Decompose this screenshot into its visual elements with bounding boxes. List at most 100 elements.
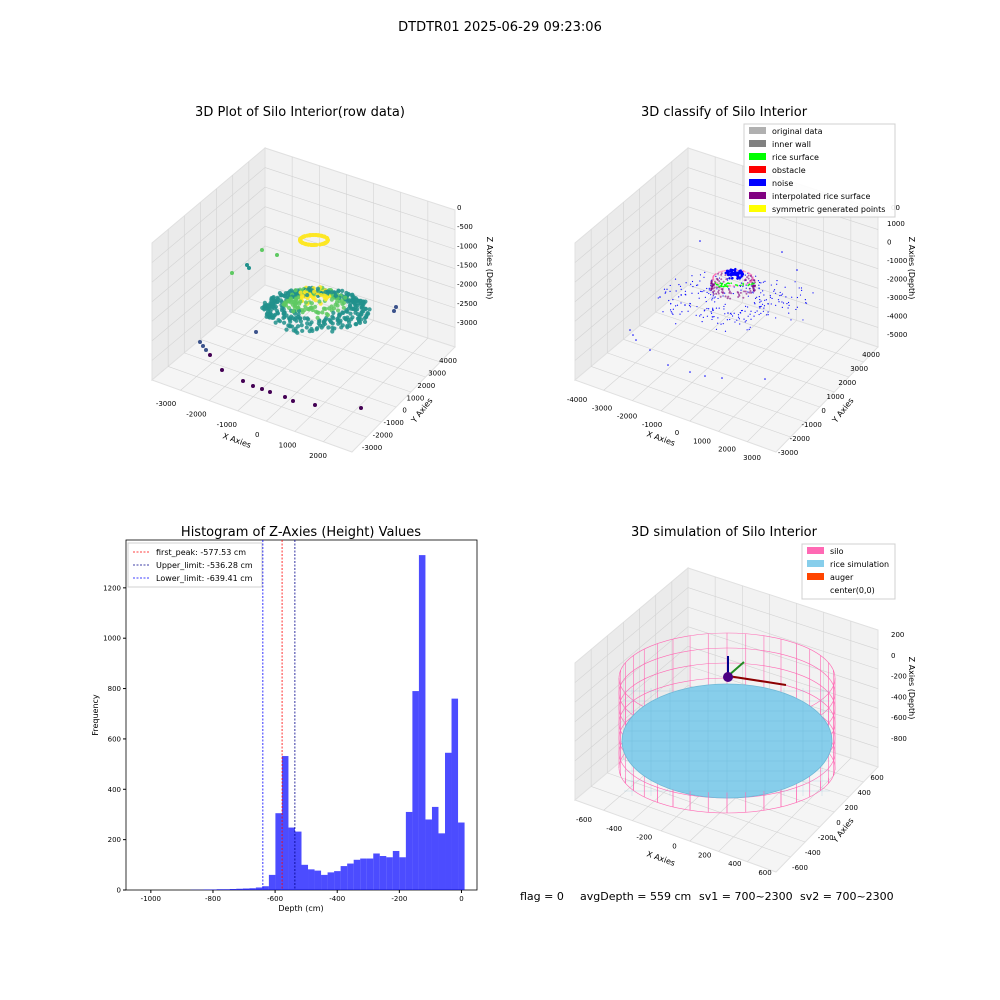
noise-point bbox=[752, 292, 754, 294]
legend-label: silo bbox=[830, 547, 844, 556]
noise-point bbox=[749, 313, 751, 315]
legend-label: original data bbox=[772, 127, 823, 136]
floor-pane bbox=[574, 284, 879, 453]
raw-y-tick-label: 4000 bbox=[439, 357, 457, 365]
interpolated-point bbox=[748, 287, 751, 290]
raw-data-point bbox=[362, 319, 368, 324]
noise-point bbox=[715, 307, 718, 309]
noise-point bbox=[776, 279, 778, 282]
sim-z-tick-label: -400 bbox=[891, 693, 907, 701]
raw-data-point bbox=[269, 301, 275, 306]
noise-point bbox=[763, 307, 765, 309]
interpolated-point bbox=[710, 282, 713, 285]
noise-point bbox=[704, 375, 706, 377]
classify-y-tick-label: 2000 bbox=[838, 379, 856, 387]
noise-point bbox=[665, 291, 667, 293]
noise-point bbox=[726, 319, 728, 321]
noise-point bbox=[708, 292, 710, 295]
rice-surface-point bbox=[719, 285, 721, 288]
interpolated-point bbox=[744, 279, 747, 282]
rice-surface-point bbox=[748, 283, 751, 286]
interpolated-point bbox=[728, 290, 731, 293]
noise-point bbox=[781, 293, 784, 295]
raw-data-point bbox=[288, 319, 293, 324]
classify-z-tick-label: -1000 bbox=[887, 257, 907, 265]
raw-data-point bbox=[300, 294, 305, 300]
classify-x-axis-label: X Axies bbox=[645, 429, 676, 448]
noise-point bbox=[688, 304, 691, 307]
noise-point bbox=[799, 294, 802, 296]
x-tick-label: -200 bbox=[391, 895, 407, 903]
auger-line bbox=[727, 675, 787, 686]
noise-point bbox=[779, 295, 781, 297]
raw-data-point bbox=[340, 288, 345, 293]
raw-data-point bbox=[317, 299, 322, 304]
noise-point bbox=[753, 315, 755, 317]
raw-data-point bbox=[230, 271, 234, 275]
histogram-bar bbox=[366, 858, 374, 890]
histogram-bar bbox=[203, 889, 211, 890]
raw-y-tick-label: 3000 bbox=[428, 369, 446, 377]
classify-x-tick-label: 0 bbox=[675, 429, 679, 437]
raw-data-point bbox=[277, 319, 283, 324]
y-tick-label: 200 bbox=[108, 836, 121, 844]
interpolated-point bbox=[720, 291, 723, 294]
noise-point bbox=[724, 271, 727, 275]
x-tick-label: -400 bbox=[329, 895, 345, 903]
noise-point bbox=[657, 297, 659, 299]
noise-point bbox=[689, 302, 691, 305]
legend-swatch bbox=[807, 547, 824, 554]
raw-z-tick-label: -2000 bbox=[457, 281, 477, 289]
noise-point bbox=[729, 312, 732, 315]
noise-point bbox=[723, 305, 725, 308]
interpolated-point bbox=[713, 286, 716, 289]
raw-data-point bbox=[322, 318, 327, 324]
panel-raw-title: 3D Plot of Silo Interior(row data) bbox=[195, 105, 405, 120]
noise-point bbox=[780, 294, 782, 296]
noise-point bbox=[696, 305, 698, 308]
raw-data-point bbox=[204, 348, 208, 352]
raw-data-point bbox=[335, 308, 341, 313]
raw-data-point bbox=[314, 327, 319, 332]
noise-point bbox=[747, 306, 749, 308]
noise-point bbox=[715, 275, 717, 277]
raw-data-point bbox=[337, 312, 343, 317]
symmetric-point bbox=[746, 282, 749, 285]
sim-x-tick-label: 0 bbox=[672, 843, 676, 851]
noise-point bbox=[676, 304, 679, 306]
noise-point bbox=[704, 296, 706, 298]
sim-z-tick-label: -800 bbox=[891, 735, 907, 743]
noise-point bbox=[704, 309, 706, 311]
y-tick-label: 0 bbox=[117, 887, 121, 895]
noise-point bbox=[800, 287, 803, 289]
interpolated-point bbox=[713, 289, 716, 292]
noise-point bbox=[770, 303, 772, 305]
raw-data-point bbox=[324, 295, 329, 300]
noise-point bbox=[738, 318, 740, 320]
interpolated-point bbox=[715, 286, 718, 289]
raw-z-tick-label: -1000 bbox=[457, 242, 477, 250]
noise-point bbox=[721, 377, 723, 379]
noise-point bbox=[669, 309, 672, 311]
panel-simulation-title: 3D simulation of Silo Interior bbox=[631, 525, 818, 540]
raw-data-point bbox=[281, 307, 286, 312]
interpolated-point bbox=[722, 280, 725, 283]
raw-data-point bbox=[307, 322, 313, 327]
noise-point bbox=[804, 299, 806, 301]
raw-data-point bbox=[293, 326, 298, 331]
noise-point bbox=[718, 277, 721, 279]
raw-data-point bbox=[312, 289, 317, 294]
symmetric-point bbox=[736, 269, 739, 272]
noise-point bbox=[778, 301, 780, 303]
simulation-legend: silo rice simulation auger center(0,0) bbox=[801, 543, 896, 600]
noise-point bbox=[740, 289, 742, 291]
noise-point bbox=[733, 269, 737, 272]
noise-point bbox=[737, 272, 740, 275]
raw-data-point bbox=[338, 318, 343, 323]
legend-label: Lower_limit: -639.41 cm bbox=[156, 574, 253, 583]
noise-point bbox=[764, 378, 766, 380]
noise-point bbox=[680, 294, 682, 296]
noise-point bbox=[775, 317, 777, 319]
symmetric-point bbox=[719, 270, 722, 273]
